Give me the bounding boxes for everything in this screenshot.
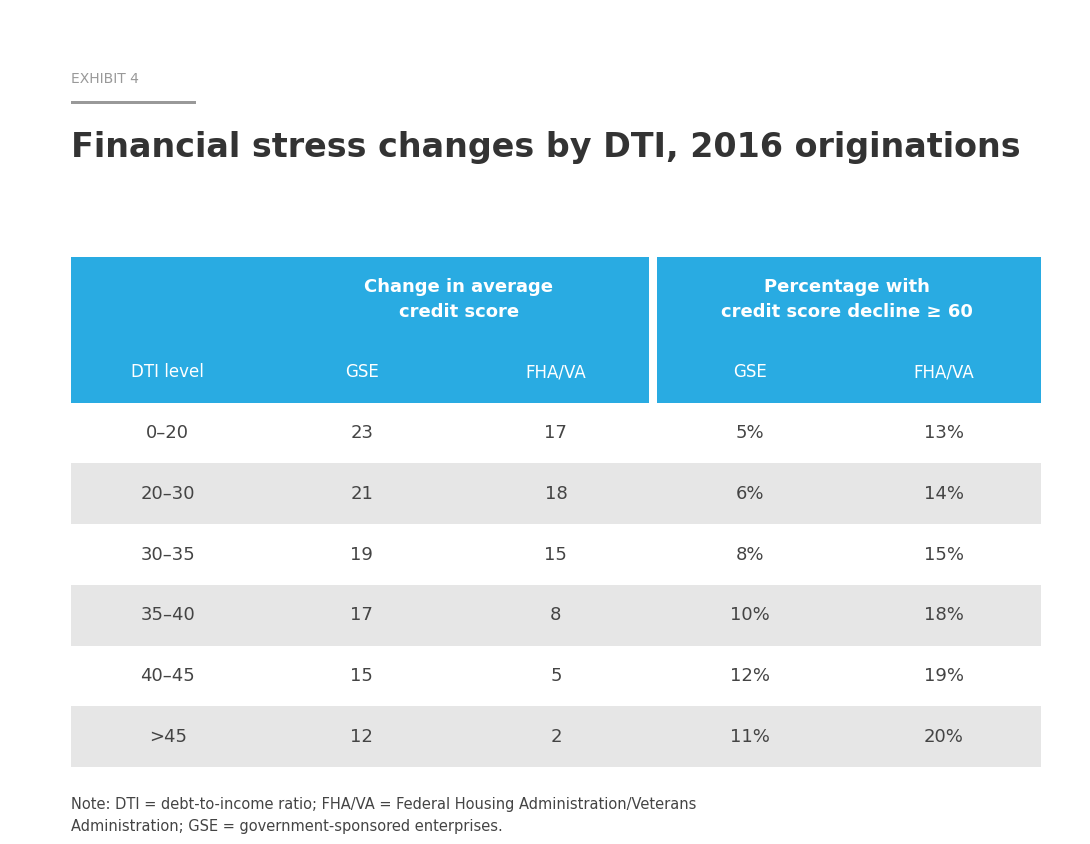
- Text: GSE: GSE: [734, 363, 766, 381]
- Text: 17: 17: [351, 606, 373, 625]
- Text: 13%: 13%: [924, 424, 964, 442]
- Text: 40–45: 40–45: [141, 667, 195, 685]
- Text: 5: 5: [550, 667, 561, 685]
- Text: 23: 23: [350, 424, 374, 442]
- Text: 5%: 5%: [736, 424, 764, 442]
- Text: 19%: 19%: [924, 667, 964, 685]
- Text: DTI level: DTI level: [132, 363, 204, 381]
- Text: 11%: 11%: [730, 728, 770, 746]
- Text: Financial stress changes by DTI, 2016 originations: Financial stress changes by DTI, 2016 or…: [71, 131, 1020, 164]
- Text: EXHIBIT 4: EXHIBIT 4: [71, 72, 138, 86]
- Text: 15: 15: [351, 667, 373, 685]
- Text: 6%: 6%: [736, 484, 764, 503]
- Text: 14%: 14%: [924, 484, 964, 503]
- Text: 10%: 10%: [730, 606, 770, 625]
- Text: 35–40: 35–40: [141, 606, 195, 625]
- Text: 12: 12: [351, 728, 373, 746]
- Text: 17: 17: [545, 424, 567, 442]
- Text: 15: 15: [545, 545, 567, 564]
- Text: 2: 2: [550, 728, 561, 746]
- Text: 30–35: 30–35: [141, 545, 195, 564]
- Text: 12%: 12%: [730, 667, 770, 685]
- Text: 8: 8: [550, 606, 561, 625]
- Text: FHA/VA: FHA/VA: [525, 363, 586, 381]
- Text: GSE: GSE: [346, 363, 378, 381]
- Text: Note: DTI = debt-to-income ratio; FHA/VA = Federal Housing Administration/Vetera: Note: DTI = debt-to-income ratio; FHA/VA…: [71, 797, 697, 834]
- Text: 0–20: 0–20: [146, 424, 190, 442]
- Text: 15%: 15%: [924, 545, 964, 564]
- Text: Percentage with
credit score decline ≥ 60: Percentage with credit score decline ≥ 6…: [720, 279, 973, 321]
- Text: >45: >45: [149, 728, 186, 746]
- Text: 21: 21: [351, 484, 373, 503]
- Text: 20–30: 20–30: [141, 484, 195, 503]
- Text: Change in average
credit score: Change in average credit score: [364, 279, 554, 321]
- Text: 8%: 8%: [736, 545, 764, 564]
- Text: 18%: 18%: [924, 606, 964, 625]
- Text: 18: 18: [545, 484, 567, 503]
- Text: 20%: 20%: [924, 728, 964, 746]
- Text: FHA/VA: FHA/VA: [913, 363, 974, 381]
- Text: 19: 19: [351, 545, 373, 564]
